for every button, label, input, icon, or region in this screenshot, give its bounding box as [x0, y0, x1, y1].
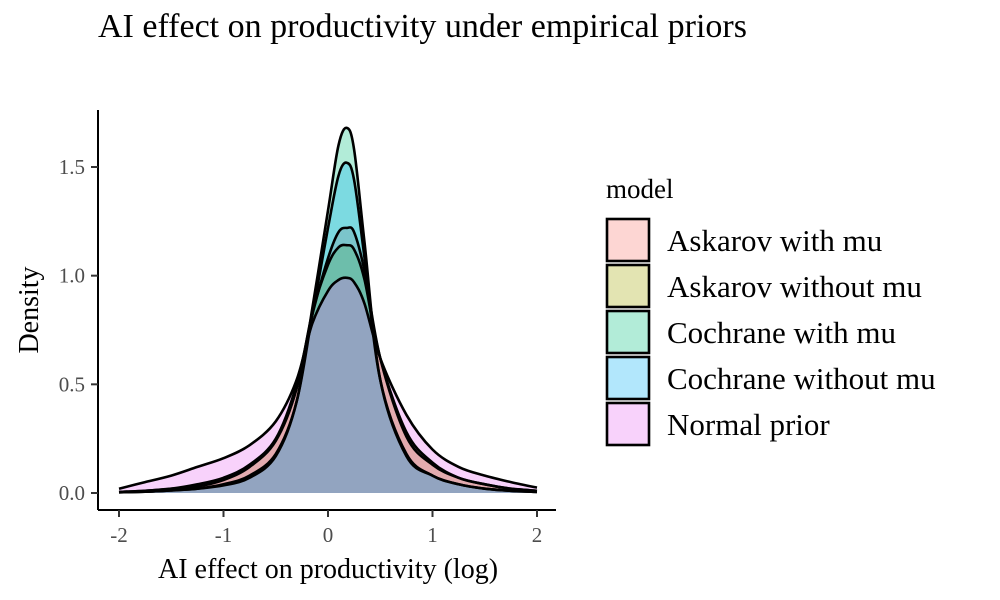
- legend-label: Cochrane with mu: [667, 315, 896, 350]
- x-tick-label: -2: [110, 523, 128, 547]
- density-area-normal-prior: [119, 277, 537, 493]
- density-line-normal-prior: [118, 276, 538, 490]
- x-axis-title: AI effect on productivity (log): [158, 554, 498, 585]
- legend-item-normal-prior: Normal prior: [605, 401, 830, 447]
- density-area-askarov-without-mu: [119, 244, 537, 493]
- x-tick-label: 2: [532, 523, 543, 547]
- legend-title: model: [606, 174, 674, 204]
- x-tick-label: 1: [427, 523, 438, 547]
- y-ticks: 0.0 0.5 1.0 1.5: [59, 155, 98, 505]
- legend-label: Cochrane without mu: [667, 361, 936, 396]
- x-tick-label: -1: [215, 523, 233, 547]
- density-areas: [118, 126, 538, 494]
- y-axis-title: Density: [14, 266, 45, 353]
- x-tick-label: 0: [323, 523, 334, 547]
- y-tick-label: 0.5: [59, 372, 85, 396]
- density-area-cochrane-without-mu: [119, 162, 537, 493]
- legend-item-cochrane-with-mu: Cochrane with mu: [605, 309, 896, 355]
- chart-title: AI effect on productivity under empirica…: [98, 8, 747, 45]
- y-tick-label: 0.0: [59, 481, 85, 505]
- legend-key: [605, 401, 651, 447]
- density-area-cochrane-with-mu: [119, 127, 537, 494]
- legend: model Askarov with mu Askarov without mu C…: [605, 174, 936, 447]
- legend-key: [605, 309, 651, 355]
- density-line-askarov-without-mu: [118, 243, 538, 494]
- legend-item-askarov-without-mu: Askarov without mu: [605, 263, 922, 309]
- legend-label: Askarov with mu: [667, 223, 882, 258]
- legend-key: [605, 217, 651, 263]
- legend-item-askarov-with-mu: Askarov with mu: [605, 217, 882, 263]
- legend-item-cochrane-without-mu: Cochrane without mu: [605, 355, 936, 401]
- density-area-askarov-with-mu: [119, 227, 537, 493]
- y-tick-label: 1.5: [59, 155, 85, 179]
- x-ticks: -2 -1 0 1 2: [110, 510, 542, 547]
- legend-label: Askarov without mu: [667, 269, 922, 304]
- legend-label: Normal prior: [667, 407, 830, 442]
- legend-key: [605, 355, 651, 401]
- legend-key: [605, 263, 651, 309]
- y-tick-label: 1.0: [59, 264, 85, 288]
- density-line-cochrane-without-mu: [118, 161, 538, 494]
